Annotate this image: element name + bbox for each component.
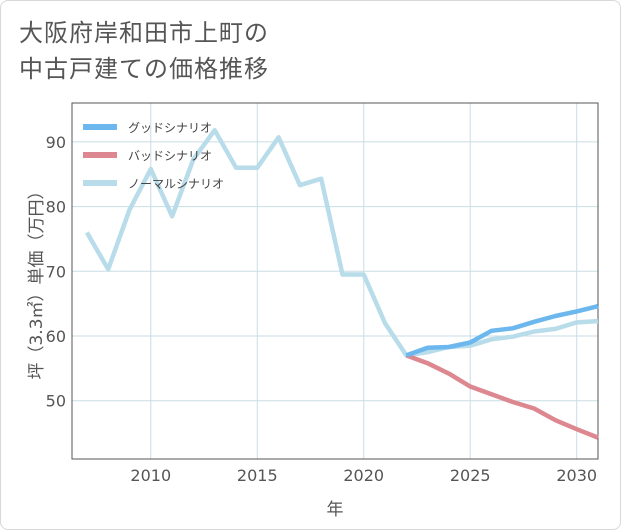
title-line-2: 中古戸建ての価格推移 [19, 55, 269, 83]
legend-label-bad: バッドシナリオ [128, 149, 212, 163]
legend-label-normal: ノーマルシナリオ [128, 177, 224, 191]
y-axis-label: 坪（3.3㎡）単価（万円） [27, 182, 47, 379]
series-line-good [405, 304, 599, 358]
legend-label-good: グッドシナリオ [128, 121, 212, 135]
x-axis-label: 年 [327, 500, 344, 520]
y-tick-label: 50 [46, 392, 66, 411]
plot-frame [71, 102, 599, 460]
x-tick-label: 2030 [556, 466, 597, 485]
title-line-1: 大阪府岸和田市上町の [19, 19, 269, 47]
y-tick-label: 80 [46, 198, 66, 217]
series-lines [84, 127, 599, 440]
x-tick-label: 2020 [343, 466, 384, 485]
y-tick-label: 90 [46, 133, 66, 152]
chart-title: 大阪府岸和田市上町の 中古戸建ての価格推移 [19, 15, 269, 87]
tick-labels: 2010 2015 2020 2025 2030 50 60 70 80 90 [46, 133, 597, 485]
series-line-bad [405, 353, 599, 440]
x-tick-label: 2025 [450, 466, 491, 485]
x-tick-label: 2015 [237, 466, 278, 485]
x-tick-label: 2010 [130, 466, 171, 485]
series-line-normal [84, 127, 599, 358]
y-tick-label: 60 [46, 327, 66, 346]
y-tick-label: 70 [46, 262, 66, 281]
